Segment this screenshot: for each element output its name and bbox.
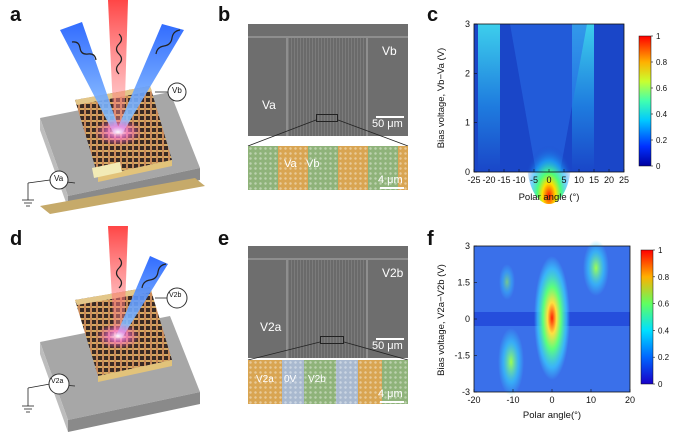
colorbar-tick-label: 0.4 xyxy=(658,326,670,335)
scalebar-line xyxy=(376,338,404,340)
sem-zoom-box xyxy=(320,336,344,344)
probe-label-v2a: V2a xyxy=(51,378,64,385)
x-tick-label: -10 xyxy=(506,395,519,405)
heatmap-f-xlabel: Polar angle(°) xyxy=(523,410,581,421)
x-tick-label: -20 xyxy=(482,175,495,185)
colorbar-tick-label: 0 xyxy=(656,162,661,171)
y-tick-label: 2 xyxy=(465,68,470,78)
sem-groove-left xyxy=(286,36,288,136)
heatmap-f-lobe-left-high xyxy=(499,264,515,300)
colorbar-tick-label: 0.6 xyxy=(656,84,668,93)
colorbar-tick-label: 0.6 xyxy=(658,300,670,309)
probe-label-va: Va xyxy=(54,174,64,183)
sem-label-vb: Vb xyxy=(382,44,397,58)
sem-label-v2a: V2a xyxy=(260,320,282,334)
colorbar-tick-label: 0.8 xyxy=(656,58,668,67)
sem-groove-left xyxy=(286,258,288,358)
stripe-label-v2a: V2a xyxy=(256,374,274,385)
heatmap-f-lobe-left-low xyxy=(498,328,524,396)
sem-groove-right xyxy=(366,36,368,136)
heatmap-c-ylabel: Bias voltage, Vb−Va (V) xyxy=(436,48,447,148)
probe-label-vb: Vb xyxy=(172,86,182,95)
sem-groove-top xyxy=(248,36,408,38)
colorbar-tick-label: 0.2 xyxy=(658,353,670,362)
x-tick-label: 0 xyxy=(546,175,551,185)
colorbar-tick-label: 1 xyxy=(658,246,663,255)
stripe-dots xyxy=(248,146,408,190)
colorbar-tick-label: 1 xyxy=(656,32,661,41)
sem-label-va: Va xyxy=(262,98,276,112)
stripe-scale-line xyxy=(380,187,404,189)
x-tick-label: 20 xyxy=(625,395,635,405)
x-tick-label: 10 xyxy=(586,395,596,405)
heatmap-f-ylabel: Bias voltage, V2a−V2b (V) xyxy=(436,264,447,376)
probe-label-v2b: V2b xyxy=(169,292,182,299)
scalebar-label-50um: 50 μm xyxy=(372,118,403,130)
x-tick-label: 5 xyxy=(561,175,566,185)
zoom-stripe-e: V2a 0V V2b 4 μm xyxy=(248,360,408,404)
x-tick-label: 20 xyxy=(604,175,614,185)
panel-label-f: f xyxy=(427,228,434,250)
sem-image-b: Va Vb 50 μm xyxy=(248,24,408,136)
sem-groove-top xyxy=(248,258,408,260)
stripe-label-va: Va xyxy=(284,158,297,170)
panel-label-a: a xyxy=(10,4,22,26)
scalebar-line xyxy=(376,116,404,118)
sem-groove-right xyxy=(366,258,368,358)
y-tick-label: -3 xyxy=(462,387,470,397)
stripe-scale-4um: 4 μm xyxy=(378,388,403,400)
stripe-scale-4um: 4 μm xyxy=(378,174,403,186)
sem-label-v2b: V2b xyxy=(382,266,404,280)
sem-pad-center xyxy=(288,258,366,358)
schematic-a xyxy=(22,0,205,214)
colorbar-tick-label: 0.2 xyxy=(656,136,668,145)
panel-label-d: d xyxy=(10,228,23,250)
stripe-label-v2b: V2b xyxy=(308,374,326,385)
stripe-label-0v: 0V xyxy=(284,374,297,385)
zoom-stripe-b: Va Vb 4 μm xyxy=(248,146,408,190)
colorbar-tick-label: 0.8 xyxy=(658,273,670,282)
stripe-dots xyxy=(248,360,408,404)
heatmap-c-hotspot xyxy=(527,120,571,204)
x-tick-label: -15 xyxy=(497,175,510,185)
y-tick-label: 3 xyxy=(465,19,470,29)
sem-image-e: V2a V2b 50 μm xyxy=(248,246,408,358)
x-tick-label: 0 xyxy=(549,395,554,405)
y-tick-label: 1.5 xyxy=(457,278,470,288)
sem-zoom-box xyxy=(316,114,338,122)
y-tick-label: 1 xyxy=(465,118,470,128)
colorbar-c xyxy=(638,35,652,167)
colorbar-f xyxy=(640,249,654,385)
colorbar-tick-label: 0 xyxy=(658,380,663,389)
y-tick-label: 3 xyxy=(465,241,470,251)
panel-label-b: b xyxy=(218,4,231,26)
heatmap-f-lobe-right-high xyxy=(583,240,609,296)
x-tick-label: -5 xyxy=(530,175,538,185)
x-tick-label: 15 xyxy=(589,175,599,185)
heatmap-c-fan xyxy=(510,24,587,172)
heatmap-c-xlabel: Polar angle (°) xyxy=(519,192,580,203)
stripe-label-vb: Vb xyxy=(306,158,320,170)
y-tick-label: 0 xyxy=(465,314,470,324)
colorbar-tick-label: 0.4 xyxy=(656,110,668,119)
x-tick-label: -10 xyxy=(512,175,525,185)
scalebar-label-50um: 50 μm xyxy=(372,340,403,352)
sem-pad-center xyxy=(288,36,366,136)
schematic-d xyxy=(22,226,200,432)
stripe-scale-line xyxy=(380,401,404,403)
x-tick-label: -25 xyxy=(467,175,480,185)
heatmap-f-hotspot xyxy=(534,256,570,380)
y-tick-label: 0 xyxy=(465,167,470,177)
x-tick-label: -20 xyxy=(467,395,480,405)
y-tick-label: -1.5 xyxy=(454,351,470,361)
heatmap-c-lobe-left xyxy=(478,24,500,172)
x-tick-label: 10 xyxy=(574,175,584,185)
x-tick-label: 25 xyxy=(619,175,629,185)
panel-label-c: c xyxy=(427,4,439,26)
panel-label-e: e xyxy=(218,228,230,250)
